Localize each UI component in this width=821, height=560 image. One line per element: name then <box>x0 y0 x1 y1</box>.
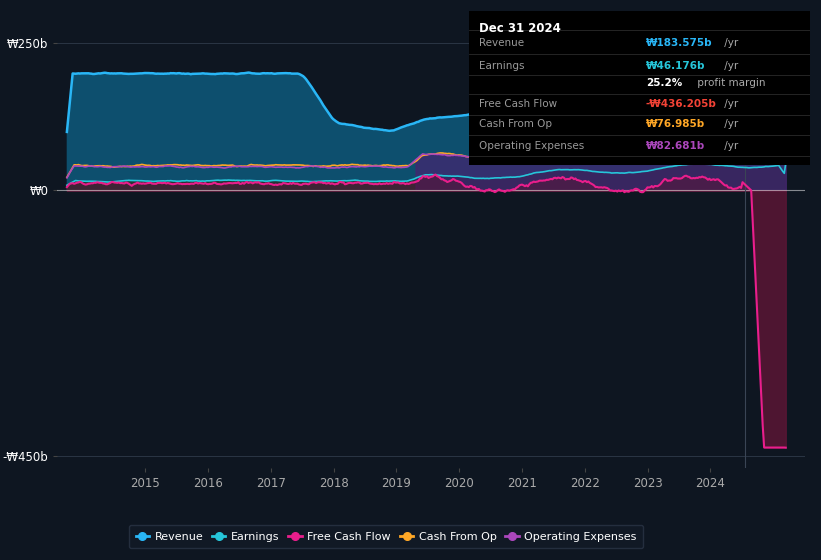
Legend: Revenue, Earnings, Free Cash Flow, Cash From Op, Operating Expenses: Revenue, Earnings, Free Cash Flow, Cash … <box>129 525 644 548</box>
Text: Operating Expenses: Operating Expenses <box>479 141 585 151</box>
Text: /yr: /yr <box>721 38 738 48</box>
Text: /yr: /yr <box>721 99 738 109</box>
Text: Cash From Op: Cash From Op <box>479 119 552 129</box>
Text: profit margin: profit margin <box>694 78 765 88</box>
Text: Dec 31 2024: Dec 31 2024 <box>479 22 561 35</box>
Text: ₩76.985b: ₩76.985b <box>646 119 705 129</box>
Text: -₩436.205b: -₩436.205b <box>646 99 717 109</box>
Text: ₩46.176b: ₩46.176b <box>646 61 705 71</box>
Text: Revenue: Revenue <box>479 38 524 48</box>
Text: ₩82.681b: ₩82.681b <box>646 141 705 151</box>
Text: /yr: /yr <box>721 119 738 129</box>
Text: Earnings: Earnings <box>479 61 525 71</box>
Text: Free Cash Flow: Free Cash Flow <box>479 99 557 109</box>
Text: /yr: /yr <box>721 61 738 71</box>
Text: 25.2%: 25.2% <box>646 78 682 88</box>
Text: ₩183.575b: ₩183.575b <box>646 38 713 48</box>
Text: /yr: /yr <box>721 141 738 151</box>
